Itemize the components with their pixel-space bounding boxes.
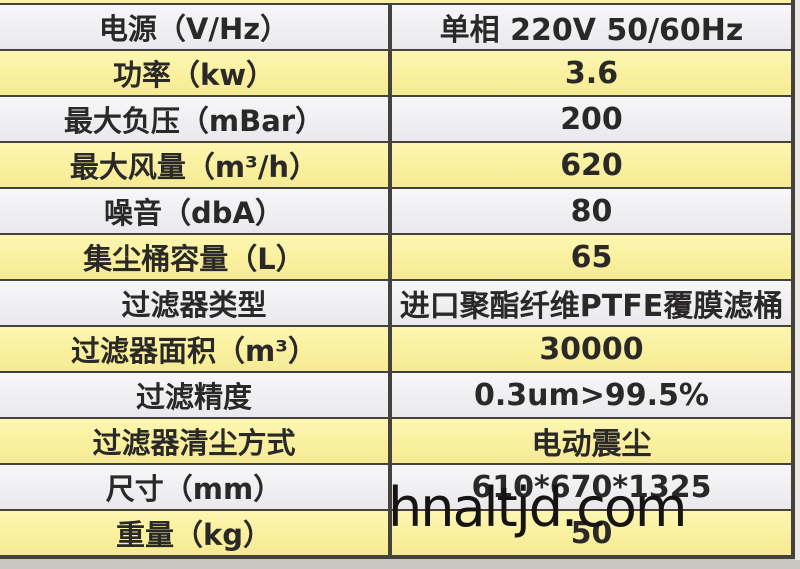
page-right-margin bbox=[795, 0, 800, 560]
table-bottom-border bbox=[0, 555, 791, 559]
table-row: 重量（kg） 50 bbox=[0, 509, 791, 555]
spec-value: 电动震尘 bbox=[392, 419, 791, 463]
spec-value: 610*670*1325 bbox=[392, 465, 791, 509]
column-divider bbox=[388, 97, 392, 141]
spec-label: 过滤器清尘方式 bbox=[0, 419, 388, 463]
spec-label: 集尘桶容量（L） bbox=[0, 235, 388, 279]
spec-label: 重量（kg） bbox=[0, 511, 388, 555]
table-row: 功率（kw） 3.6 bbox=[0, 49, 791, 95]
spec-value: 80 bbox=[392, 189, 791, 233]
column-divider bbox=[388, 143, 392, 187]
spec-value: 65 bbox=[392, 235, 791, 279]
spec-label: 功率（kw） bbox=[0, 51, 388, 95]
column-divider bbox=[388, 189, 392, 233]
table-top-sliver bbox=[0, 0, 791, 3]
spec-label: 过滤器类型 bbox=[0, 281, 388, 325]
column-divider bbox=[388, 511, 392, 555]
spec-value: 620 bbox=[392, 143, 791, 187]
spec-label: 噪音（dbA） bbox=[0, 189, 388, 233]
spec-table: 电源（V/Hz） 单相 220V 50/60Hz 功率（kw） 3.6 最大负压… bbox=[0, 0, 795, 559]
spec-value: 进口聚酯纤维PTFE覆膜滤桶 bbox=[392, 281, 791, 325]
table-row: 过滤器面积（m³） 30000 bbox=[0, 325, 791, 371]
column-divider bbox=[388, 327, 392, 371]
spec-label: 最大风量（m³/h） bbox=[0, 143, 388, 187]
table-row: 电源（V/Hz） 单相 220V 50/60Hz bbox=[0, 3, 791, 49]
column-divider bbox=[388, 465, 392, 509]
column-divider bbox=[388, 281, 392, 325]
spec-value: 单相 220V 50/60Hz bbox=[392, 5, 791, 49]
spec-label: 尺寸（mm） bbox=[0, 465, 388, 509]
column-divider bbox=[388, 235, 392, 279]
table-row: 最大负压（mBar） 200 bbox=[0, 95, 791, 141]
spec-label: 过滤器面积（m³） bbox=[0, 327, 388, 371]
table-row: 尺寸（mm） 610*670*1325 bbox=[0, 463, 791, 509]
table-row: 过滤精度 0.3um>99.5% bbox=[0, 371, 791, 417]
spec-value: 3.6 bbox=[392, 51, 791, 95]
table-row: 过滤器类型 进口聚酯纤维PTFE覆膜滤桶 bbox=[0, 279, 791, 325]
column-divider bbox=[388, 373, 392, 417]
table-row: 最大风量（m³/h） 620 bbox=[0, 141, 791, 187]
spec-value: 50 bbox=[392, 511, 791, 555]
table-row: 过滤器清尘方式 电动震尘 bbox=[0, 417, 791, 463]
column-divider bbox=[388, 51, 392, 95]
spec-label: 过滤精度 bbox=[0, 373, 388, 417]
spec-value: 30000 bbox=[392, 327, 791, 371]
table-row: 噪音（dbA） 80 bbox=[0, 187, 791, 233]
spec-value: 200 bbox=[392, 97, 791, 141]
table-row: 集尘桶容量（L） 65 bbox=[0, 233, 791, 279]
column-divider bbox=[388, 5, 392, 49]
spec-label: 电源（V/Hz） bbox=[0, 5, 388, 49]
spec-label: 最大负压（mBar） bbox=[0, 97, 388, 141]
column-divider bbox=[388, 419, 392, 463]
spec-value: 0.3um>99.5% bbox=[392, 373, 791, 417]
